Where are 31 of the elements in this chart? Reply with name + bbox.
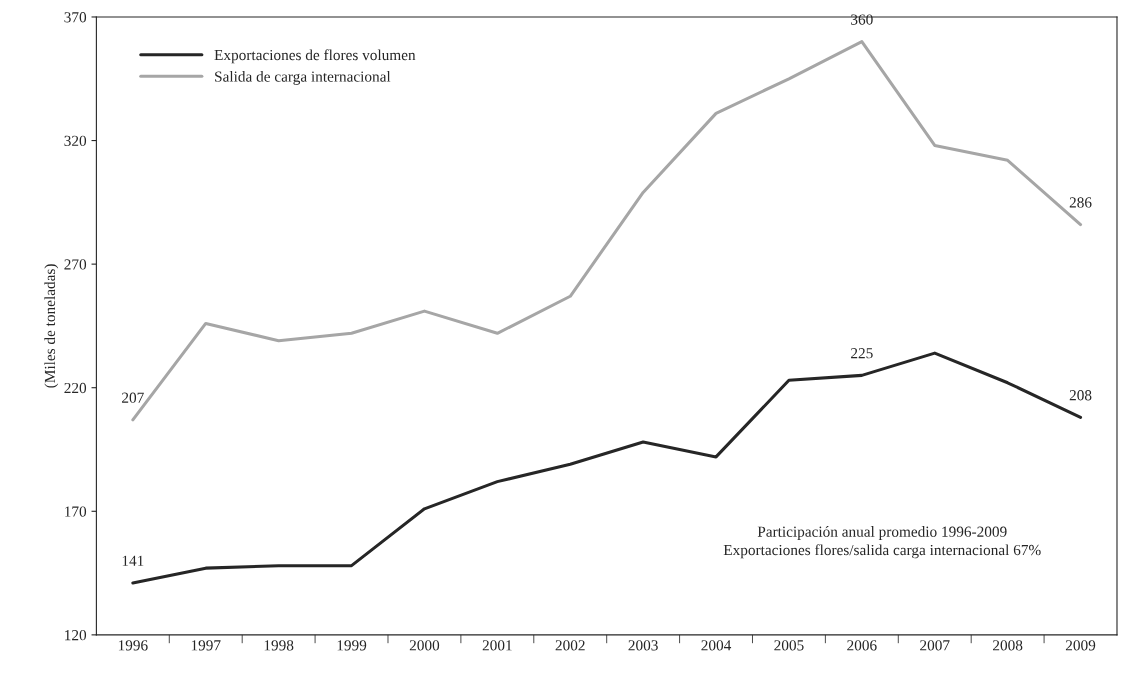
data-label: 207: [122, 392, 144, 403]
x-tick-label: 2009: [1065, 640, 1096, 651]
x-tick-label: 2007: [920, 640, 950, 651]
legend-label: Salida de carga internacional: [215, 71, 391, 85]
x-tick-label: 1997: [191, 640, 221, 651]
y-tick-label: 270: [64, 259, 87, 270]
data-label: 360: [851, 14, 873, 25]
y-tick-label: 320: [64, 135, 87, 146]
data-label: 225: [851, 348, 873, 359]
legend-label: Exportaciones de flores volumen: [214, 49, 416, 64]
x-tick-label: 1996: [118, 640, 148, 651]
annotation: Exportaciones flores/salida carga internacional 67%: [723, 544, 1041, 559]
y-tick-label: 220: [64, 382, 87, 394]
x-tick-label: 2004: [701, 640, 732, 651]
y-tick-label: 120: [65, 630, 87, 641]
x-tick-label: 1999: [337, 640, 367, 651]
x-tick-label: 2000: [409, 640, 440, 651]
x-tick-label: 2003: [628, 640, 658, 651]
data-label: 141: [122, 555, 144, 566]
y-axis-title: (Miles de toneladas): [44, 264, 59, 388]
x-tick-label: 2005: [774, 640, 804, 651]
x-tick-label: 1998: [264, 640, 294, 651]
x-tick-label: 2008: [993, 640, 1023, 651]
annotation: Participación anual promedio 1996-2009: [757, 526, 1007, 540]
y-tick-label: 170: [65, 506, 87, 517]
y-tick-label: 370: [64, 12, 87, 23]
data-label: 208: [1069, 390, 1092, 401]
x-tick-label: 2001: [482, 640, 512, 651]
x-tick-label: 2002: [555, 640, 585, 651]
x-tick-label: 2006: [847, 640, 877, 651]
data-label: 286: [1069, 197, 1092, 208]
